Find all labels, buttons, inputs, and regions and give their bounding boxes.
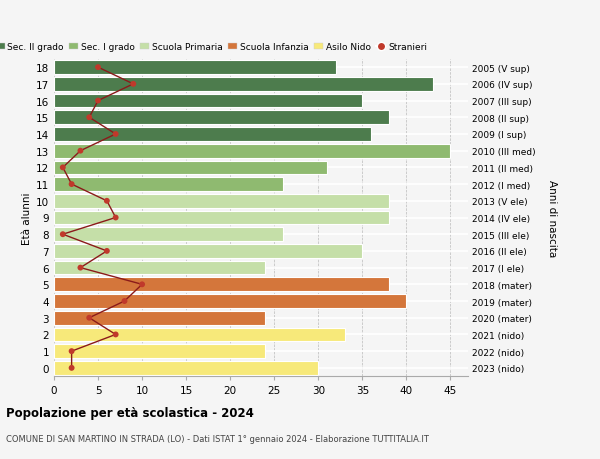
Point <box>85 314 94 322</box>
Point <box>119 298 129 305</box>
Text: Popolazione per età scolastica - 2024: Popolazione per età scolastica - 2024 <box>6 406 254 419</box>
Bar <box>54 228 283 241</box>
Bar <box>54 328 344 341</box>
Point <box>102 248 112 255</box>
Bar <box>54 145 451 158</box>
Point <box>67 348 76 355</box>
Point <box>67 364 76 372</box>
Bar <box>54 211 389 225</box>
Bar <box>54 195 389 208</box>
Bar <box>54 61 336 75</box>
Text: COMUNE DI SAN MARTINO IN STRADA (LO) - Dati ISTAT 1° gennaio 2024 - Elaborazione: COMUNE DI SAN MARTINO IN STRADA (LO) - D… <box>6 434 429 443</box>
Point <box>111 131 121 138</box>
Point <box>102 198 112 205</box>
Point <box>137 281 147 288</box>
Bar <box>54 178 283 191</box>
Y-axis label: Anni di nascita: Anni di nascita <box>547 179 557 257</box>
Point <box>76 264 85 272</box>
Point <box>85 114 94 122</box>
Bar <box>54 361 318 375</box>
Point <box>67 181 76 188</box>
Bar <box>54 95 362 108</box>
Bar <box>54 128 371 141</box>
Point <box>58 231 68 238</box>
Bar <box>54 311 265 325</box>
Y-axis label: Età alunni: Età alunni <box>22 192 32 244</box>
Bar <box>54 295 406 308</box>
Bar <box>54 278 389 291</box>
Point <box>128 81 138 88</box>
Bar <box>54 111 389 125</box>
Legend: Sec. II grado, Sec. I grado, Scuola Primaria, Scuola Infanzia, Asilo Nido, Stran: Sec. II grado, Sec. I grado, Scuola Prim… <box>0 43 427 52</box>
Bar <box>54 245 362 258</box>
Bar <box>54 345 265 358</box>
Bar <box>54 261 265 275</box>
Point <box>76 148 85 155</box>
Bar <box>54 161 327 175</box>
Point <box>58 164 68 172</box>
Point <box>111 331 121 338</box>
Point <box>93 98 103 105</box>
Bar <box>54 78 433 91</box>
Point <box>93 64 103 72</box>
Point <box>111 214 121 222</box>
